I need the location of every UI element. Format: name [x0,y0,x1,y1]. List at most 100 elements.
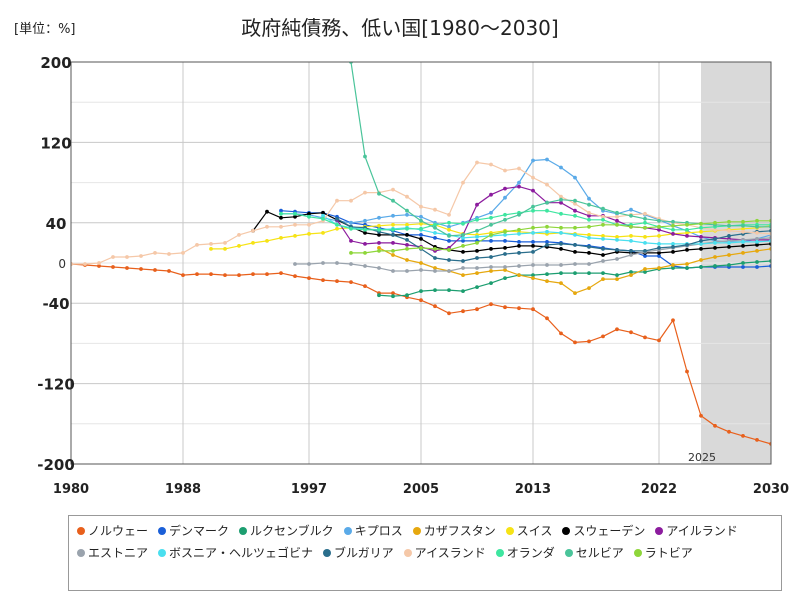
data-point [545,272,549,276]
data-point [741,229,745,234]
data-point [573,225,577,230]
data-point [363,190,367,195]
data-point [713,220,717,225]
data-point [643,249,647,253]
data-point [83,262,87,266]
data-point [335,261,339,265]
legend-label: アイスランド [414,546,486,560]
data-point [111,255,115,259]
data-point [601,206,605,211]
data-point [545,279,549,283]
data-point [517,227,521,232]
data-point [559,197,563,202]
data-point [139,267,143,271]
legend-item: オランダ [495,543,555,564]
data-point [405,258,409,262]
data-point [657,254,661,258]
data-point [195,272,199,276]
data-point [615,238,619,242]
data-point [377,233,381,237]
data-point [601,214,605,219]
data-point [419,237,423,241]
data-point [615,248,619,252]
legend-marker [412,526,421,535]
series-line [336,185,771,252]
data-point [195,243,199,247]
legend-label: ブルガリア [334,546,394,560]
legend-item: ボスニア・ヘルツェゴビナ [158,543,313,564]
data-point [111,265,115,269]
data-point [755,249,759,253]
data-point [629,239,633,243]
data-point [489,162,493,167]
data-point [419,204,423,209]
data-point [531,175,535,180]
data-point [657,218,661,223]
data-point [391,241,395,245]
data-point [573,250,577,254]
data-point [587,339,591,344]
data-point [447,212,451,217]
data-point [601,259,605,263]
data-point [349,239,353,243]
data-point [461,250,465,254]
data-point [475,256,479,260]
x-tick-label: 1997 [291,482,327,497]
data-point [587,245,591,249]
data-point [713,423,717,428]
data-point [503,186,507,191]
data-point [475,160,479,165]
legend-marker [77,548,85,557]
data-point [433,304,437,309]
data-point [671,223,675,228]
series-line [280,210,771,269]
data-point [433,288,437,292]
data-point [307,222,311,227]
data-point [699,221,703,226]
data-point [321,210,325,215]
data-point [251,228,255,233]
data-point [167,252,171,256]
data-point [377,223,381,228]
data-point [475,249,479,253]
data-point [755,265,759,269]
data-point [433,222,437,227]
data-point [671,232,675,236]
data-point [279,224,283,229]
data-point [615,277,619,281]
data-point [713,237,717,241]
data-point [755,224,759,229]
data-point [741,244,745,248]
legend-marker [562,526,571,535]
data-point [503,168,507,173]
data-point [629,330,633,335]
data-point [447,258,451,262]
legend-item: アイスランド [403,543,486,564]
data-point [601,217,605,222]
data-point [153,251,157,255]
data-point [783,258,787,262]
data-point [209,242,213,246]
data-point [363,218,367,223]
data-point [363,264,367,268]
data-point [363,251,367,255]
data-point [489,265,493,269]
legend-item: ブルガリア [323,543,394,564]
data-point [685,369,689,374]
data-point [517,273,521,277]
data-point [531,188,535,193]
data-point [447,269,451,273]
data-point [643,225,647,230]
data-point [517,306,521,311]
data-point [517,240,521,244]
data-point [419,221,423,226]
x-tick-label: 2013 [515,482,551,497]
legend-marker [343,526,352,535]
data-point [741,251,745,255]
data-point [293,222,297,227]
legend-label: ルクセンブルク [250,524,334,538]
data-point [573,208,577,213]
y-tick-label: -40 [42,295,69,313]
data-point [461,239,465,243]
data-point [517,232,521,236]
